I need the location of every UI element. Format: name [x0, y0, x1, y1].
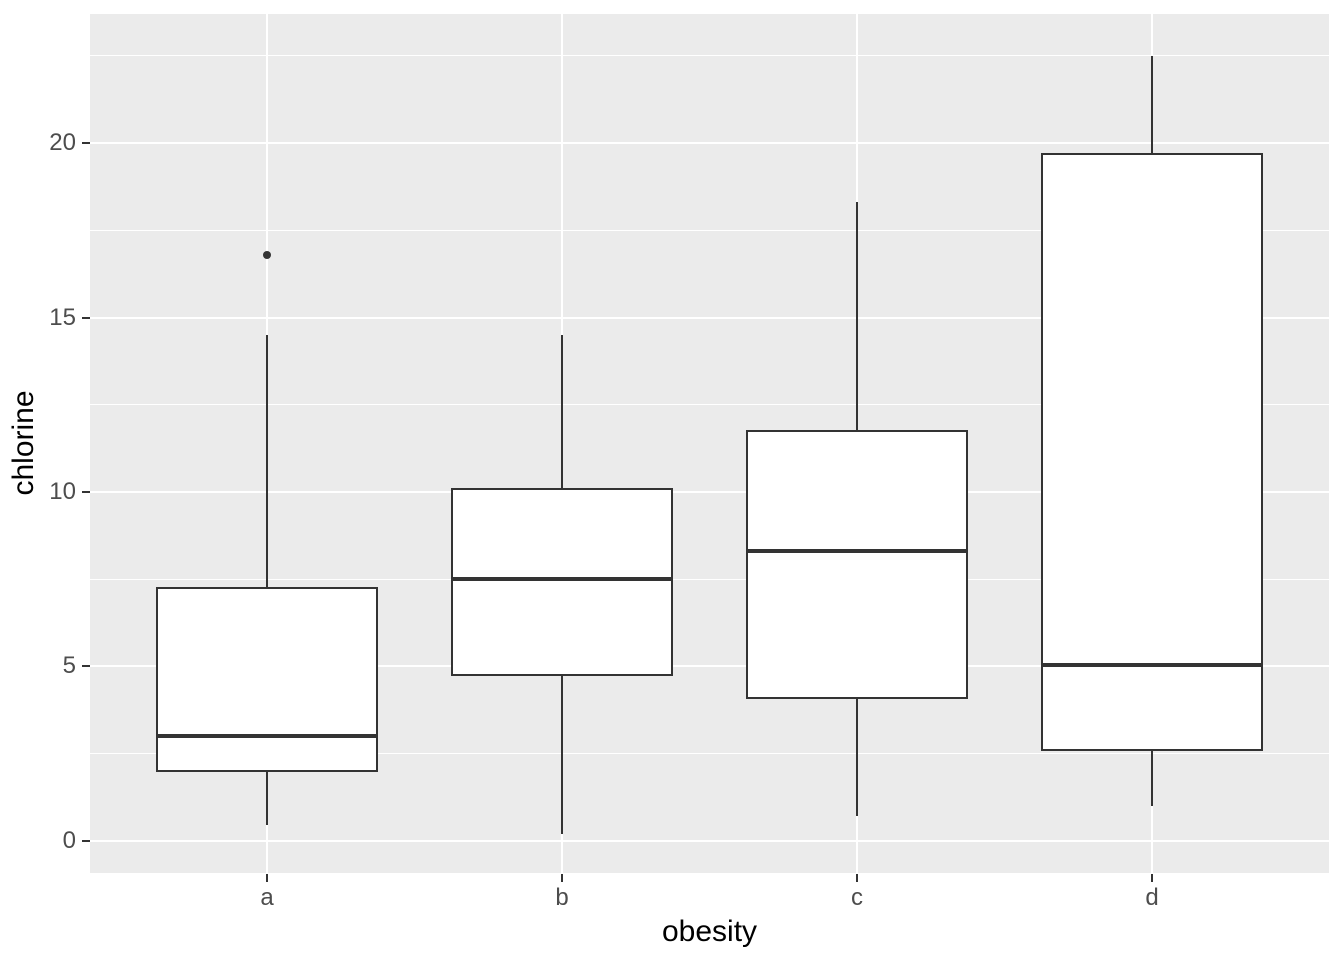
x-tick-mark — [266, 874, 268, 882]
minor-gridline-horizontal — [90, 229, 1329, 231]
box-b — [451, 487, 673, 677]
major-gridline-horizontal — [90, 316, 1329, 319]
median-line-d — [1043, 662, 1261, 667]
box-d — [1041, 152, 1263, 752]
lower-whisker-a — [266, 771, 268, 826]
lower-whisker-c — [856, 697, 858, 817]
median-line-c — [748, 549, 966, 554]
upper-whisker-c — [856, 202, 858, 431]
x-tick-label: a — [260, 884, 274, 911]
x-tick-mark — [856, 874, 858, 882]
y-tick-label: 5 — [62, 652, 76, 680]
major-gridline-horizontal — [90, 839, 1329, 842]
y-tick-label: 15 — [49, 303, 76, 331]
y-tick-label: 20 — [49, 129, 76, 157]
y-tick-mark — [82, 839, 90, 842]
major-gridline-horizontal — [90, 490, 1329, 493]
y-tick-mark — [82, 490, 90, 493]
y-tick-mark — [82, 142, 90, 145]
x-tick-mark — [1151, 874, 1153, 882]
median-line-b — [453, 577, 671, 582]
x-axis-title: obesity — [661, 915, 758, 948]
y-tick-mark — [82, 316, 90, 319]
y-tick-mark — [82, 665, 90, 668]
major-gridline-horizontal — [90, 142, 1329, 145]
plot-panel — [90, 14, 1329, 873]
upper-whisker-d — [1151, 55, 1153, 154]
lower-whisker-b — [561, 675, 563, 834]
x-tick-mark — [561, 874, 563, 882]
minor-gridline-horizontal — [90, 753, 1329, 755]
minor-gridline-horizontal — [90, 404, 1329, 406]
median-line-a — [158, 734, 376, 739]
upper-whisker-a — [266, 334, 268, 588]
upper-whisker-b — [561, 334, 563, 489]
box-a — [156, 586, 378, 773]
outlier-point-a — [263, 250, 271, 259]
lower-whisker-d — [1151, 750, 1153, 806]
x-tick-label: c — [851, 884, 863, 911]
minor-gridline-horizontal — [90, 55, 1329, 57]
y-tick-label: 10 — [49, 477, 76, 505]
x-tick-label: b — [555, 884, 569, 911]
y-tick-label: 0 — [62, 826, 76, 854]
x-tick-label: d — [1145, 884, 1159, 911]
major-gridline-horizontal — [90, 665, 1329, 668]
box-c — [746, 429, 968, 699]
minor-gridline-horizontal — [90, 578, 1329, 580]
